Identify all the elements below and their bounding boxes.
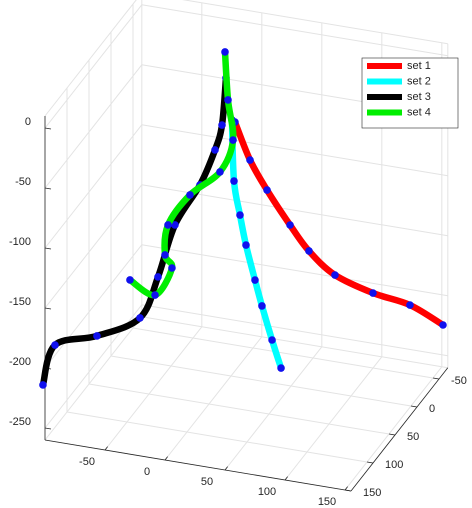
x-tick-label: 150: [318, 496, 336, 508]
z-tick: [44, 307, 52, 310]
data-point: [216, 168, 224, 176]
data-point: [331, 271, 339, 279]
y-tick-label: 50: [407, 431, 419, 443]
legend-label: set 3: [407, 91, 431, 103]
data-point: [406, 301, 414, 309]
y-axis: [350, 367, 449, 492]
data-point: [263, 186, 271, 194]
z-tick-label: -200: [9, 356, 31, 368]
legend: set 1 set 2 set 3 set 4: [361, 57, 459, 129]
legend-label: set 2: [407, 75, 431, 87]
z-tick: [44, 127, 52, 130]
box-edge: [181, 0, 448, 45]
grid-line: [344, 366, 443, 491]
x-tick-label: -50: [79, 456, 95, 468]
data-point: [286, 221, 294, 229]
z-tick: [44, 427, 52, 430]
z-tick-label: -250: [9, 416, 31, 428]
grid-line: [284, 356, 383, 481]
grid-line: [88, 383, 396, 436]
data-point: [258, 302, 266, 310]
box-edge: [44, 316, 143, 441]
y-tick: [388, 433, 396, 436]
z-tick-label: -150: [9, 296, 31, 308]
y-tick: [344, 489, 352, 492]
box-edge: [44, 0, 137, 117]
data-point: [93, 332, 101, 340]
data-point: [154, 273, 162, 281]
data-point: [136, 314, 144, 322]
z-tick: [44, 187, 52, 190]
series-line: [126, 48, 237, 299]
y-tick-label: 100: [385, 459, 403, 471]
y-tick: [410, 405, 418, 408]
data-point: [224, 96, 232, 104]
y-tick-label: 0: [429, 403, 435, 415]
grid-line: [141, 244, 448, 297]
data-point: [218, 121, 226, 129]
data-point: [229, 136, 237, 144]
grid-line: [44, 124, 143, 249]
grid-line: [110, 355, 418, 408]
data-point: [277, 364, 285, 372]
grid-line: [44, 4, 143, 129]
x-axis: [44, 439, 352, 492]
grid-line: [44, 244, 143, 369]
x-tick: [344, 486, 348, 491]
y-tick-label: -50: [451, 375, 467, 387]
data-point: [211, 146, 219, 154]
x-tick: [104, 446, 108, 451]
grid-line: [141, 304, 448, 357]
y-tick-label: 150: [363, 487, 381, 499]
grid-line: [104, 326, 203, 451]
data-point: [126, 276, 134, 284]
legend-label: set 4: [407, 106, 431, 118]
y-tick: [432, 377, 440, 380]
z-tick-label: -50: [15, 176, 31, 188]
data-point: [230, 177, 238, 185]
x-tick-label: 0: [144, 466, 150, 478]
data-point: [164, 221, 172, 229]
data-point: [242, 241, 250, 249]
y-tick: [366, 461, 374, 464]
data-point: [221, 48, 229, 56]
data-point: [171, 221, 179, 229]
data-point: [305, 247, 313, 255]
z-tick-label: -100: [9, 236, 31, 248]
data-point: [268, 336, 276, 344]
z-tick: [44, 247, 52, 250]
data-point: [251, 276, 259, 284]
data-point: [51, 341, 59, 349]
data-point: [151, 291, 159, 299]
grid-line: [164, 336, 263, 461]
grid-line: [66, 411, 374, 464]
x-tick: [284, 476, 288, 481]
z-tick-label: 0: [25, 116, 31, 128]
data-point: [39, 381, 47, 389]
x-tick: [224, 466, 228, 471]
legend-label: set 1: [407, 60, 431, 72]
legend-box: [361, 57, 459, 129]
grid-line: [44, 64, 143, 189]
data-point: [236, 211, 244, 219]
data-point: [186, 191, 194, 199]
grid-line: [132, 327, 440, 380]
grid-line: [141, 4, 448, 57]
grid-line: [224, 346, 323, 471]
x-tick-label: 100: [258, 486, 276, 498]
data-point: [161, 251, 169, 259]
box-edge: [141, 316, 448, 369]
data-point: [246, 156, 254, 164]
x-tick-label: 50: [201, 476, 213, 488]
grid-line: [141, 124, 448, 177]
x-tick: [164, 456, 168, 461]
grid-line: [44, 184, 143, 309]
data-point: [369, 289, 377, 297]
data-point: [439, 321, 447, 329]
data-point: [168, 264, 176, 272]
